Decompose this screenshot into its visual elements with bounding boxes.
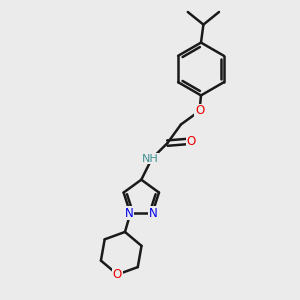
Text: O: O [195,104,204,118]
Text: O: O [113,268,122,281]
Text: N: N [149,207,158,220]
Text: O: O [187,135,196,148]
Text: N: N [125,207,134,220]
Text: NH: NH [142,154,159,164]
